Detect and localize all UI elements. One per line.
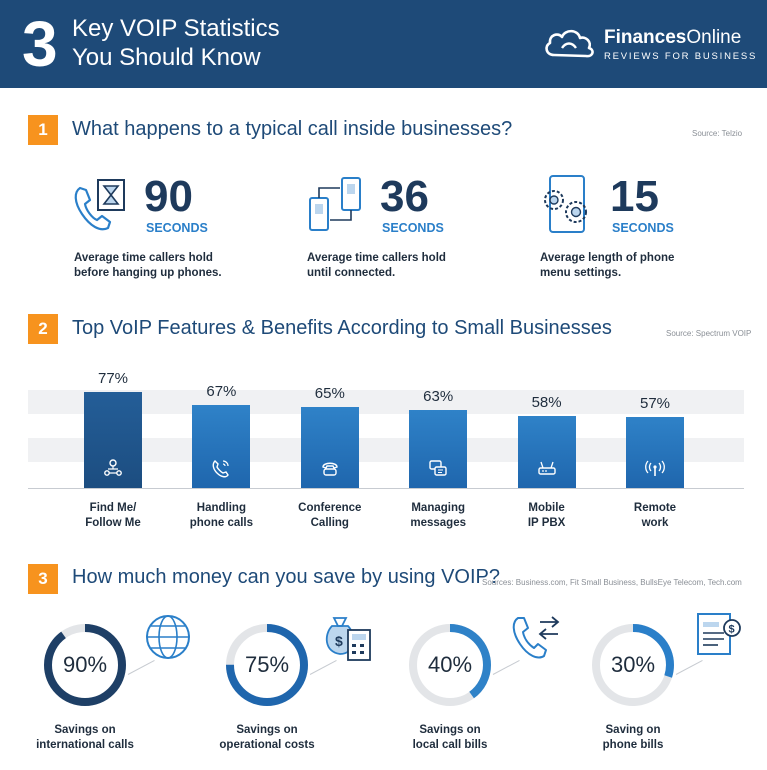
stat-2-desc-line-2: until connected. (307, 267, 396, 279)
bar-category-label: Handling phone calls (189, 502, 254, 529)
logo-name-bold: Finances (604, 27, 687, 48)
donut-slice (226, 624, 308, 706)
stat-3-desc-line-1: Average length of phone (540, 252, 675, 264)
stat-1-unit: SECONDS (146, 221, 208, 235)
conference-phone-icon (322, 462, 338, 476)
stat-2-value: 36 (380, 172, 429, 221)
stat-3-unit: SECONDS (612, 221, 674, 235)
donut-slice (409, 624, 491, 706)
donut-chart-2 (226, 624, 308, 706)
donut-category-label: Savings on international calls (36, 724, 134, 751)
section-2-number: 2 (28, 314, 58, 344)
stat-1-description: Average time callers hold before hanging… (74, 251, 222, 281)
bar-category-label: Mobile IP PBX (527, 502, 566, 529)
bill-icon: $ (697, 613, 741, 655)
stat-3-description: Average length of phone menu settings. (540, 251, 674, 281)
chart-background-band (28, 390, 744, 414)
bar-category-label: Managing messages (410, 502, 466, 529)
cloud-logo-icon (545, 29, 594, 58)
donut-value-label: 30% (610, 652, 656, 677)
donut-category-label: Savings on operational costs (219, 724, 315, 751)
stat-2-description: Average time callers hold until connecte… (307, 251, 446, 281)
stat-3-desc-line-2: menu settings. (540, 267, 622, 279)
stat-1-desc-line-2: before hanging up phones. (74, 267, 222, 279)
bar-value-label: 58% (531, 393, 562, 411)
money-calculator-icon: $ (325, 617, 371, 661)
logo-tagline: REVIEWS FOR BUSINESS (604, 51, 758, 62)
phone-ringing-icon (212, 459, 230, 478)
section-2-source: Source: Spectrum VOIP (666, 329, 752, 338)
bar-value-label: 77% (97, 370, 129, 388)
svg-text:$: $ (729, 624, 735, 636)
stat-3-value: 15 (610, 172, 659, 221)
section-2-title: Top VoIP Features & Benefits According t… (72, 317, 612, 339)
phone-arrows-icon (512, 616, 560, 659)
message-bubbles-icon (429, 460, 447, 476)
donut-pointer-line (127, 659, 155, 675)
donut-category-label: Savings on local call bills (412, 724, 488, 751)
section-1-title: What happens to a typical call inside bu… (72, 118, 513, 140)
chart-baseline (28, 488, 744, 489)
header-number: 3 (22, 8, 58, 80)
bar-category-label: Find Me/Follow Me (85, 502, 141, 529)
bar-4 (409, 409, 468, 488)
bar-value-label: 63% (423, 387, 454, 405)
section-1-number: 1 (28, 115, 58, 145)
wireless-signal-icon (645, 460, 665, 476)
stat-1-desc-line-1: Average time callers hold (74, 252, 213, 264)
donut-chart-1 (44, 624, 126, 706)
bar-category-label: Conference Calling (298, 502, 362, 529)
bar-2 (192, 404, 251, 488)
donut-slice (592, 624, 674, 706)
bar-value-label: 65% (314, 385, 345, 403)
logo-name-light: Online (686, 27, 742, 48)
phone-hourglass-icon (74, 179, 125, 231)
bar-value-label: 57% (639, 395, 671, 412)
chart-background-band (28, 438, 744, 462)
bar-value-label: 67% (206, 382, 237, 400)
bar-1 (84, 392, 142, 488)
donut-pointer-line (492, 659, 520, 675)
people-network-icon (104, 459, 122, 476)
router-icon (537, 461, 556, 475)
bar-3 (300, 407, 359, 488)
donut-category-label: Saving on phone bills (602, 724, 664, 751)
bar-5 (517, 415, 576, 488)
title-line-2: You Should Know (72, 44, 261, 71)
donut-chart-4 (592, 624, 674, 706)
stat-2-unit: SECONDS (382, 221, 444, 235)
donut-slice (44, 624, 126, 706)
header-banner: 3 Key VOIP Statistics You Should Know Fi… (0, 0, 767, 88)
page-title: Key VOIP Statistics You Should Know (72, 14, 280, 72)
bar-6 (626, 417, 684, 488)
section-1-source: Source: Telzio (692, 129, 743, 138)
donut-chart-3 (409, 624, 491, 706)
svg-text:$: $ (335, 633, 343, 649)
section-3-source: Sources: Business.com, Fit Small Busines… (482, 578, 742, 587)
globe-icon (146, 615, 190, 659)
donut-pointer-line (675, 659, 703, 675)
donut-value-label: 90% (62, 652, 108, 677)
stat-2-desc-line-1: Average time callers hold (307, 252, 446, 264)
phone-settings-icon (544, 175, 587, 233)
stat-1-value: 90 (144, 172, 193, 221)
title-line-1: Key VOIP Statistics (72, 15, 280, 42)
section-3-number: 3 (28, 564, 58, 594)
bar-category-label: Remote work (633, 502, 677, 529)
logo-name: FinancesOnline (604, 27, 741, 49)
donut-value-label: 75% (244, 652, 290, 677)
section-3-title: How much money can you save by using VOI… (72, 566, 500, 588)
phone-transfer-icon (309, 177, 361, 231)
financesonline-logo[interactable]: FinancesOnline REVIEWS FOR BUSINESS (542, 24, 755, 64)
donut-value-label: 40% (427, 652, 473, 677)
